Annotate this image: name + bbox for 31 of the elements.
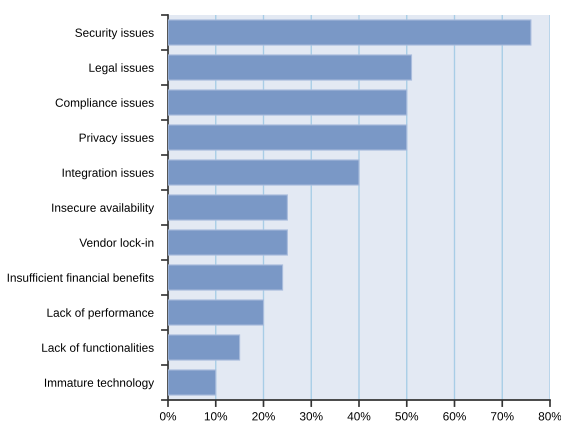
bar [168, 54, 412, 81]
x-tick-label: 50% [395, 412, 418, 420]
y-tick-label: Lack of performance [47, 308, 154, 320]
y-tick-label: Security issues [75, 28, 154, 40]
bar [168, 299, 264, 326]
bar [168, 264, 284, 291]
bar [168, 369, 216, 396]
y-tick-label: Lack of functionalities [42, 343, 154, 352]
bar [168, 334, 240, 361]
x-tick-label: 60% [443, 412, 466, 420]
y-tick-label: Vendor lock-in [79, 238, 154, 247]
x-tick-label: 10% [204, 412, 228, 420]
x-tick-label: 80% [538, 412, 561, 420]
y-tick-label: Privacy issues [80, 133, 154, 144]
y-tick-label: Legal issues [89, 63, 154, 74]
y-tick-label: Insufficient financial benefits [8, 273, 154, 282]
x-tick-label: 30% [300, 412, 323, 420]
x-tick-label: 70% [491, 412, 514, 420]
bar [168, 194, 288, 221]
bar [168, 19, 532, 46]
bar [168, 124, 408, 151]
y-tick-label: Insecure availability [52, 203, 154, 214]
x-tick-label: 20% [252, 412, 275, 420]
bar [168, 89, 408, 116]
y-tick-label: Integration issues [62, 168, 154, 180]
bar [168, 159, 360, 186]
x-tick-label: 40% [347, 412, 370, 420]
bar [168, 229, 288, 256]
y-tick-label: Compliance issues [56, 98, 154, 110]
y-tick-label: Immature technology [44, 378, 154, 390]
x-tick-label: 0% [160, 412, 176, 420]
